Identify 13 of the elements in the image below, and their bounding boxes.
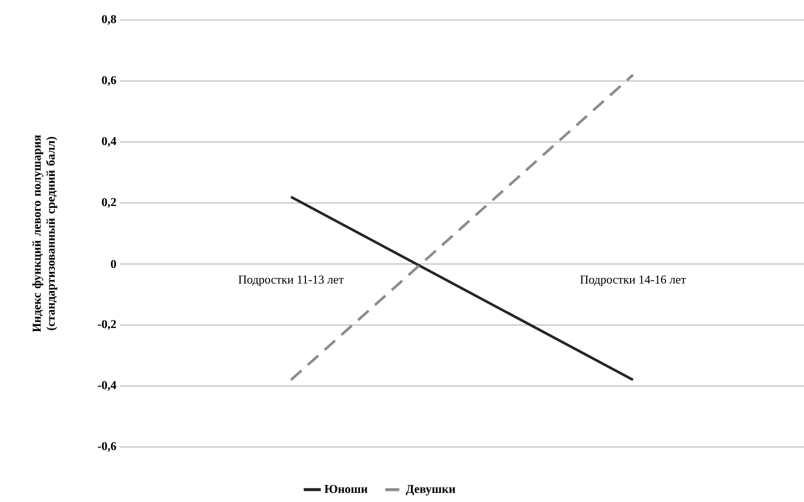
y-tick-label: 0,2 — [102, 198, 116, 208]
x-tick-label: Подростки 11-13 лет — [238, 276, 344, 286]
y-tick-label: -0,2 — [98, 320, 116, 330]
legend-label: Юноши — [324, 484, 368, 494]
legend-label: Девушки — [406, 485, 456, 496]
y-tick-label: -0,6 — [98, 442, 116, 452]
y-axis-title: Индекс функций левого полушария (стандартизованный средний балл) — [32, 135, 58, 332]
y-tick-label: -0,4 — [98, 381, 116, 391]
y-tick-label: 0,8 — [102, 15, 116, 25]
x-tick-label: Подростки 14-16 лет — [580, 276, 686, 286]
y-tick-label: 0,4 — [102, 137, 116, 147]
y-tick-label: 0,6 — [102, 76, 116, 86]
y-tick-label: 0 — [110, 260, 116, 268]
